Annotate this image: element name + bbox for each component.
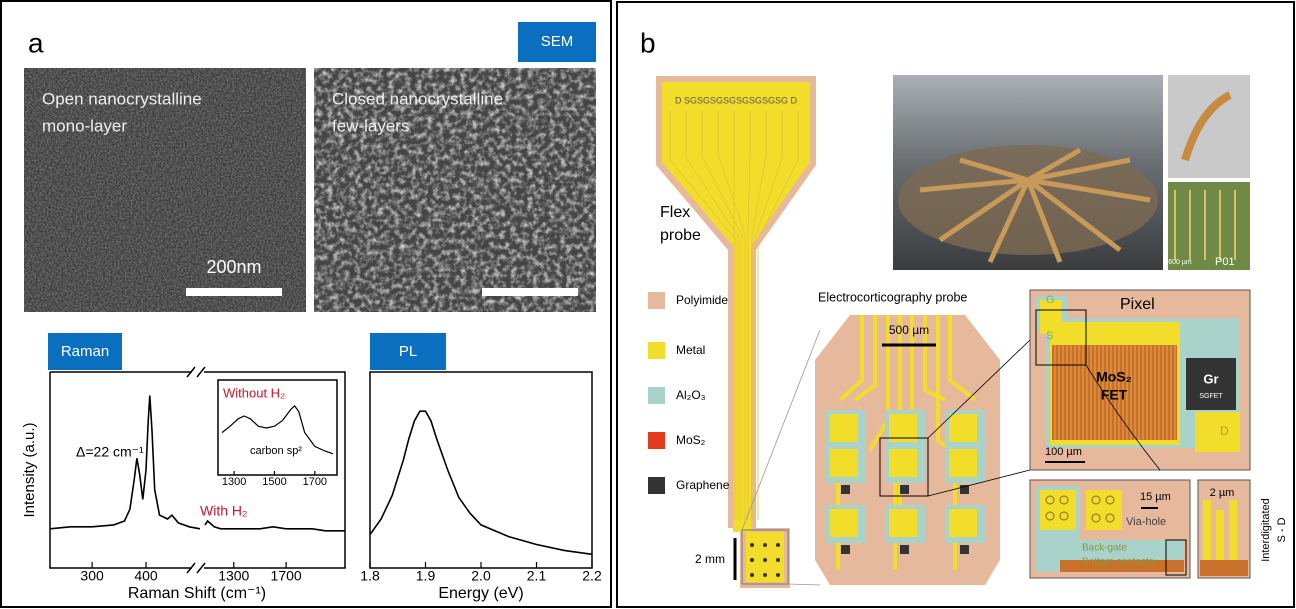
photo — [1168, 75, 1250, 178]
x-tick-label: 2.0 — [471, 568, 491, 584]
contact-pad — [1086, 490, 1122, 530]
annotation: S - D — [1276, 517, 1288, 542]
legend-label: Metal — [676, 343, 705, 357]
scale-label: 2 µm — [1210, 487, 1235, 499]
scale-bar — [186, 288, 282, 296]
x-tick-label: 1300 — [222, 476, 246, 488]
fet-label: MoS₂ — [1096, 369, 1132, 385]
ecog-pixel-gr — [841, 485, 850, 494]
legend-swatch — [648, 292, 665, 309]
inset-title: Without H₂ — [223, 385, 285, 400]
annotation: With H₂ — [200, 503, 247, 519]
ecog-pixels — [826, 410, 985, 554]
ecog-pixel-gr — [841, 545, 850, 554]
legend-label: Graphene — [676, 478, 730, 492]
x-tick-label: 2.2 — [582, 568, 602, 584]
ecog-pixel-metal — [889, 509, 917, 537]
caption: few-layers — [332, 116, 409, 135]
probe-label: probe — [660, 227, 701, 244]
x-tick-label: 1.9 — [416, 568, 436, 584]
contact-pad — [1040, 490, 1076, 530]
x-tick-label: 1700 — [303, 476, 327, 488]
legend-label: Polyimide — [676, 293, 728, 307]
photo-label: P01 — [1215, 256, 1235, 268]
ecog-pixel-gr — [900, 485, 909, 494]
ecog-pixel-gr — [960, 545, 969, 554]
caption: Open nanocrystalline — [42, 89, 202, 108]
photo — [1168, 182, 1250, 270]
x-tick-label: 1500 — [262, 476, 286, 488]
scale-label: 100 µm — [1045, 446, 1082, 458]
ecog-pixel-metal — [949, 509, 977, 537]
ecog-pixel-metal — [889, 449, 917, 477]
x-tick-label: 1700 — [271, 568, 302, 584]
annotation: carbon sp² — [250, 445, 302, 457]
scale-label: 15 µm — [1140, 491, 1171, 503]
scale-label: 200nm — [206, 257, 261, 277]
annotation: Interdigitated — [1260, 498, 1272, 562]
annotation: Δ=22 cm⁻¹ — [76, 444, 144, 460]
scale-bar — [482, 288, 578, 296]
pad-labels: D SGSGSGSGSGSGSGSG D — [675, 95, 798, 105]
ecog-title: Electrocorticography probe — [818, 290, 967, 304]
x-tick-label: 1300 — [218, 568, 249, 584]
ecog-pixel-metal — [949, 414, 977, 442]
annotation: Back-gate — [1082, 543, 1127, 554]
scale-label: 500 µm — [889, 323, 929, 337]
y-axis-label: Intensity (a.u.) — [21, 422, 38, 517]
gr-label: SGFET — [1199, 393, 1223, 400]
pixel-label: G — [1046, 294, 1055, 306]
ecog-pixel-metal — [830, 414, 858, 442]
legend-label: Al₂O₃ — [676, 388, 706, 402]
legend-swatch — [648, 477, 665, 494]
badge-text: PL — [399, 343, 417, 360]
annotation: Bottom contacts — [1082, 557, 1154, 568]
legend-swatch — [648, 342, 665, 359]
ecog-pixel-metal — [830, 509, 858, 537]
annotation: Via-hole — [1126, 516, 1166, 528]
x-axis-label: Raman Shift (cm⁻¹) — [128, 585, 266, 602]
pixel-title: Pixel — [1120, 296, 1155, 313]
panel-label: a — [28, 27, 44, 58]
ecog-pixel-metal — [949, 449, 977, 477]
pixel-label: D — [1220, 424, 1229, 438]
panel-label: b — [640, 27, 656, 58]
x-tick-label: 2.1 — [527, 568, 547, 584]
x-tick-label: 1.8 — [360, 568, 380, 584]
scale-label: 2 mm — [695, 552, 725, 566]
figure: a SEM Open nanocrystalline mono-layer Cl… — [0, 0, 1296, 609]
x-tick-label: 300 — [80, 568, 104, 584]
x-tick-label: 400 — [134, 568, 158, 584]
caption: mono-layer — [42, 116, 127, 135]
gr-label: Gr — [1203, 371, 1218, 386]
scale-label: 600 µm — [1168, 259, 1192, 266]
pixel-label: S — [1046, 330, 1053, 342]
badge-text: SEM — [541, 33, 574, 50]
legend-swatch — [648, 387, 665, 404]
ecog-pixel-gr — [900, 545, 909, 554]
badge-text: Raman — [61, 343, 109, 360]
caption: Closed nanocrystalline — [332, 89, 503, 108]
drain-pad — [1195, 412, 1240, 452]
legend-swatch — [648, 432, 665, 449]
probe-label: Flex — [660, 204, 690, 221]
ecog-pixel-metal — [830, 449, 858, 477]
x-axis-label: Energy (eV) — [438, 585, 523, 602]
legend-label: MoS₂ — [676, 433, 706, 447]
